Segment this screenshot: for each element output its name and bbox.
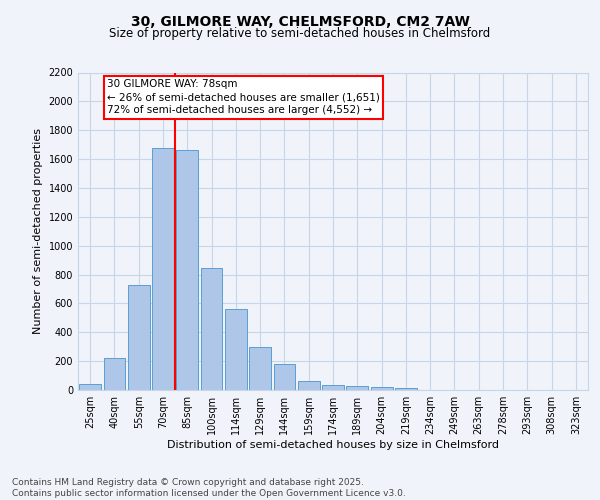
Y-axis label: Number of semi-detached properties: Number of semi-detached properties (33, 128, 43, 334)
Bar (395, 388, 417, 390)
Bar (79, 384, 101, 390)
Bar (104, 358, 125, 390)
Bar (346, 386, 368, 390)
Bar (322, 384, 344, 390)
Bar (200, 268, 223, 390)
Bar (298, 380, 320, 390)
Bar (128, 284, 149, 390)
Bar (152, 148, 174, 390)
Bar (371, 388, 392, 390)
Text: Contains HM Land Registry data © Crown copyright and database right 2025.
Contai: Contains HM Land Registry data © Crown c… (12, 478, 406, 498)
Bar (176, 150, 198, 390)
Bar (274, 364, 295, 390)
Text: 30, GILMORE WAY, CHELMSFORD, CM2 7AW: 30, GILMORE WAY, CHELMSFORD, CM2 7AW (131, 15, 469, 29)
X-axis label: Distribution of semi-detached houses by size in Chelmsford: Distribution of semi-detached houses by … (167, 440, 499, 450)
Text: 30 GILMORE WAY: 78sqm
← 26% of semi-detached houses are smaller (1,651)
72% of s: 30 GILMORE WAY: 78sqm ← 26% of semi-deta… (107, 79, 380, 116)
Text: Size of property relative to semi-detached houses in Chelmsford: Size of property relative to semi-detach… (109, 28, 491, 40)
Bar (249, 346, 271, 390)
Bar (225, 309, 247, 390)
